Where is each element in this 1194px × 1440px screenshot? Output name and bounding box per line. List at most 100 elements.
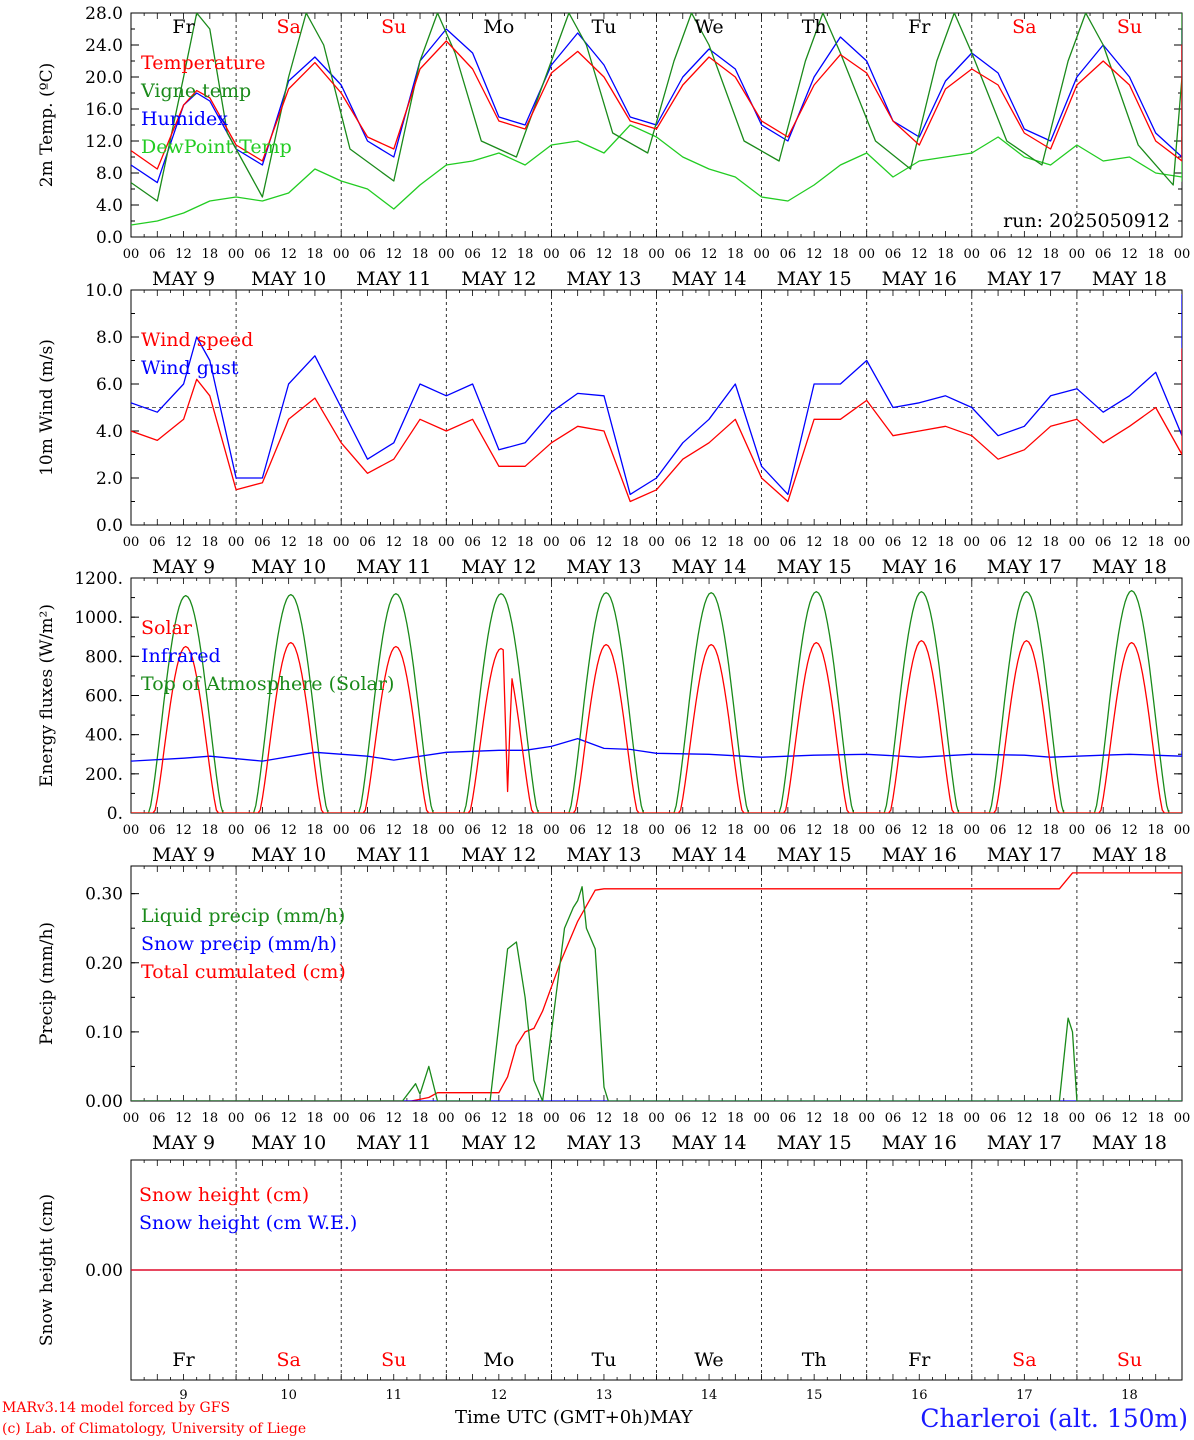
energy-hour-label: 18 xyxy=(307,823,324,838)
energy-hour-label: 06 xyxy=(359,823,376,838)
wind-date-label: MAY 14 xyxy=(671,556,746,578)
energy-hour-label: 12 xyxy=(1121,823,1138,838)
snow-weekday-label: Sa xyxy=(276,1349,300,1371)
snow-legend-item: Snow height (cm) xyxy=(139,1184,309,1206)
temp-date-label: MAY 9 xyxy=(152,268,215,290)
precip-hour-label: 18 xyxy=(202,1111,219,1126)
temp-weekday-label: Su xyxy=(381,16,406,38)
temp-weekday-label: Sa xyxy=(276,16,300,38)
precip-hour-label: 00 xyxy=(228,1111,245,1126)
temp-date-label: MAY 16 xyxy=(882,268,957,290)
wind-date-label: MAY 9 xyxy=(152,556,215,578)
energy-hour-label: 18 xyxy=(832,823,849,838)
wind-hour-label: 18 xyxy=(1147,535,1164,550)
wind-hour-label: 12 xyxy=(1016,535,1033,550)
wind-y-tick-label: 0.0 xyxy=(96,516,123,536)
temp-weekday-label: Fr xyxy=(172,16,195,38)
temp-legend-item: Vigne temp xyxy=(140,80,251,102)
temp-hour-label: 12 xyxy=(701,247,718,262)
energy-hour-label: 00 xyxy=(438,823,455,838)
temp-hour-label: 00 xyxy=(753,247,770,262)
precip-y-tick-label: 0.10 xyxy=(85,1023,123,1043)
temp-hour-label: 00 xyxy=(228,247,245,262)
wind-hour-label: 12 xyxy=(806,535,823,550)
wind-hour-label: 00 xyxy=(858,535,875,550)
temp-hour-label: 18 xyxy=(937,247,954,262)
energy-hour-label: 06 xyxy=(780,823,797,838)
wind-hour-label: 18 xyxy=(937,535,954,550)
precip-hour-label: 18 xyxy=(517,1111,534,1126)
precip-hour-label: 18 xyxy=(832,1111,849,1126)
time-axis-label: Time UTC (GMT+0h)MAY xyxy=(455,1407,692,1428)
precip-y-tick-label: 0.20 xyxy=(85,954,123,974)
temp-hour-label: 00 xyxy=(1174,247,1191,262)
energy-hour-label: 18 xyxy=(202,823,219,838)
precip-hour-label: 18 xyxy=(622,1111,639,1126)
precip-hour-label: 00 xyxy=(648,1111,665,1126)
temp-hour-label: 06 xyxy=(780,247,797,262)
energy-hour-label: 12 xyxy=(1016,823,1033,838)
energy-hour-label: 12 xyxy=(911,823,928,838)
temp-y-tick-label: 12.0 xyxy=(85,132,123,152)
temp-legend-item: Humidex xyxy=(141,108,228,130)
energy-hour-label: 12 xyxy=(806,823,823,838)
temp-hour-label: 12 xyxy=(280,247,297,262)
energy-hour-label: 06 xyxy=(1095,823,1112,838)
energy-hour-label: 12 xyxy=(175,823,192,838)
energy-hour-label: 18 xyxy=(622,823,639,838)
temp-y-tick-label: 24.0 xyxy=(85,36,123,56)
wind-hour-label: 06 xyxy=(675,535,692,550)
precip-hour-label: 12 xyxy=(385,1111,402,1126)
temp-hour-label: 06 xyxy=(464,247,481,262)
wind-hour-label: 12 xyxy=(911,535,928,550)
month-label: MAY xyxy=(649,1407,693,1428)
snow-day-number: 9 xyxy=(179,1388,187,1403)
temp-hour-label: 12 xyxy=(806,247,823,262)
energy-legend-item: Top of Atmosphere (Solar) xyxy=(141,673,394,695)
temp-hour-label: 12 xyxy=(491,247,508,262)
energy-hour-label: 06 xyxy=(569,823,586,838)
snow-day-number: 16 xyxy=(911,1388,928,1403)
snow-y-tick-label: 0.00 xyxy=(85,1261,123,1281)
wind-y-tick-label: 4.0 xyxy=(96,422,123,442)
precip-hour-label: 12 xyxy=(806,1111,823,1126)
panel-wind xyxy=(130,289,1183,526)
energy-series-top-of-atmosphere-solar- xyxy=(131,590,1182,813)
wind-hour-label: 06 xyxy=(569,535,586,550)
precip-date-label: MAY 17 xyxy=(987,1132,1062,1154)
wind-date-label: MAY 12 xyxy=(461,556,536,578)
energy-hour-label: 00 xyxy=(858,823,875,838)
precip-hour-label: 18 xyxy=(727,1111,744,1126)
wind-hour-label: 18 xyxy=(307,535,324,550)
wind-hour-label: 06 xyxy=(885,535,902,550)
wind-hour-label: 12 xyxy=(1121,535,1138,550)
wind-date-label: MAY 15 xyxy=(777,556,852,578)
temp-y-tick-label: 16.0 xyxy=(85,100,123,120)
temp-hour-label: 18 xyxy=(727,247,744,262)
wind-series-wind-gust xyxy=(131,294,1182,496)
wind-hour-label: 06 xyxy=(149,535,166,550)
wind-hour-label: 12 xyxy=(701,535,718,550)
lab-credit: (c) Lab. of Climatology, University of L… xyxy=(2,1421,307,1437)
snow-weekday-label: We xyxy=(694,1349,723,1371)
energy-date-label: MAY 14 xyxy=(671,844,746,866)
wind-hour-label: 00 xyxy=(543,535,560,550)
temp-hour-label: 00 xyxy=(438,247,455,262)
energy-date-label: MAY 18 xyxy=(1092,844,1167,866)
energy-y-tick-label: 1000. xyxy=(74,608,123,628)
wind-date-label: MAY 16 xyxy=(882,556,957,578)
snow-weekday-label: Su xyxy=(381,1349,406,1371)
wind-hour-label: 18 xyxy=(727,535,744,550)
energy-hour-label: 18 xyxy=(727,823,744,838)
temp-series-temperature xyxy=(131,40,1182,170)
wind-hour-label: 12 xyxy=(491,535,508,550)
wind-hour-label: 06 xyxy=(1095,535,1112,550)
precip-date-label: MAY 10 xyxy=(251,1132,326,1154)
wind-hour-label: 18 xyxy=(1042,535,1059,550)
energy-y-tick-label: 400. xyxy=(85,726,123,746)
energy-hour-label: 00 xyxy=(333,823,350,838)
energy-hour-label: 00 xyxy=(964,823,981,838)
temp-y-axis-label: 2m Temp. (ºC) xyxy=(37,63,57,188)
precip-hour-label: 00 xyxy=(123,1111,140,1126)
snow-weekday-label: Fr xyxy=(172,1349,195,1371)
